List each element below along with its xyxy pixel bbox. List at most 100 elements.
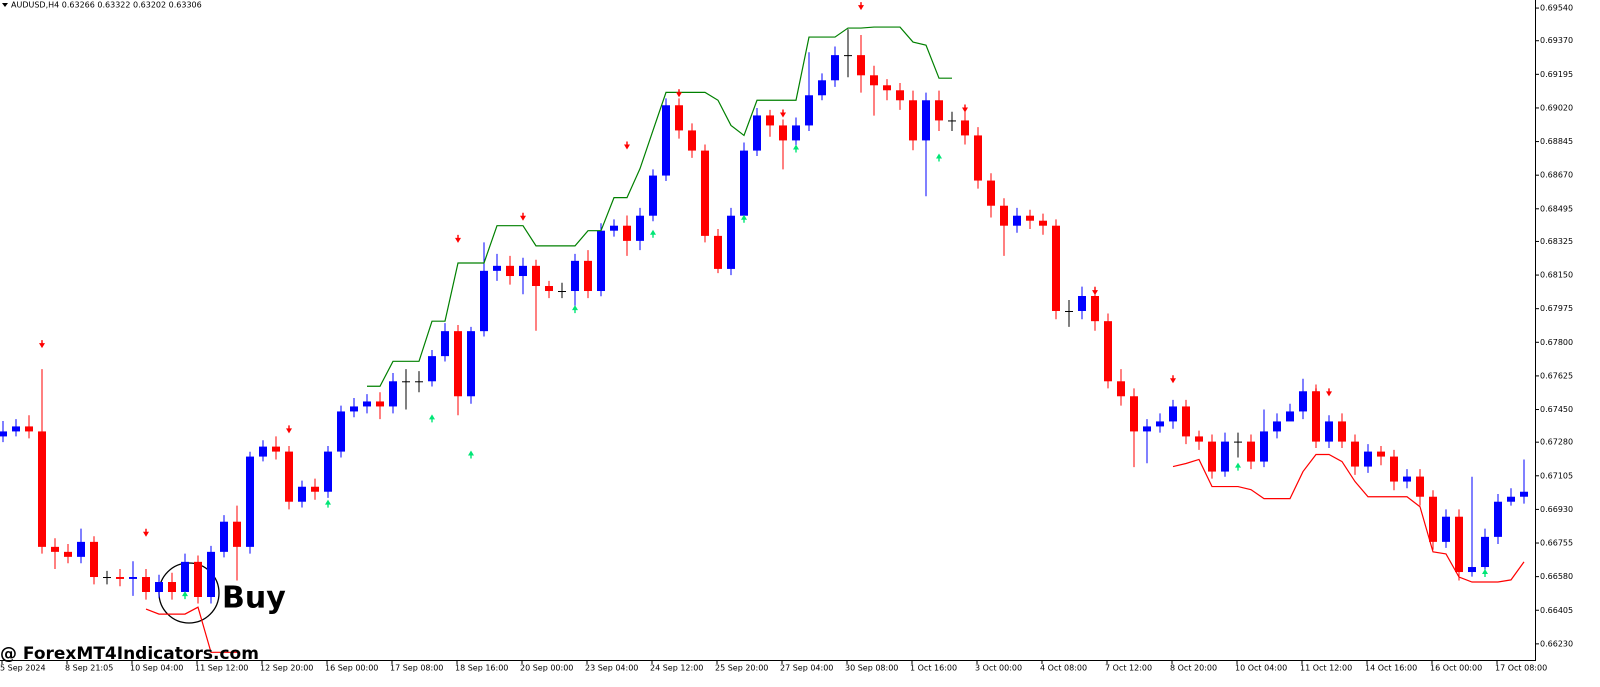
sell-arrow: [780, 109, 786, 118]
candle-body: [1156, 421, 1164, 427]
candle-body: [792, 125, 800, 141]
y-tick-label: 0.66580: [1540, 572, 1573, 581]
candle-body: [987, 180, 995, 206]
candle-body: [1000, 205, 1008, 226]
candle-body: [727, 215, 735, 269]
candle-body: [571, 260, 579, 292]
y-tick-label: 0.66230: [1540, 639, 1573, 648]
x-tick-label: 16 Oct 00:00: [1430, 664, 1482, 673]
candle-body: [675, 105, 683, 131]
candle-body: [896, 90, 904, 101]
candle-body: [597, 230, 605, 292]
candle-body: [168, 582, 176, 593]
x-tick-label: 5 Sep 2024: [0, 664, 46, 673]
y-tick-label: 0.67800: [1540, 338, 1573, 347]
candle-body: [77, 541, 85, 557]
y-tick-label: 0.69540: [1540, 4, 1573, 13]
x-tick-label: 23 Sep 04:00: [585, 664, 638, 673]
buy-arrow: [325, 499, 331, 508]
x-tick-label: 12 Sep 20:00: [260, 664, 313, 673]
candle-body: [129, 577, 137, 579]
candle-body: [1026, 215, 1034, 221]
y-tick-label: 0.67105: [1540, 471, 1573, 480]
candle-body: [1481, 536, 1489, 568]
x-tick-label: 8 Sep 21:05: [65, 664, 113, 673]
sell-arrow: [39, 340, 45, 349]
candle-body: [662, 105, 670, 176]
x-tick-label: 7 Oct 12:00: [1105, 664, 1152, 673]
sell-arrow: [962, 104, 968, 113]
indicator-line: [367, 26, 952, 387]
y-tick-label: 0.67975: [1540, 304, 1573, 313]
candle-body: [64, 551, 72, 557]
candle-body: [1338, 421, 1346, 442]
sell-arrow: [1326, 388, 1332, 397]
candle-body: [324, 451, 332, 492]
candle-body: [1052, 225, 1060, 311]
x-tick-label: 1 Oct 16:00: [910, 664, 957, 673]
y-tick-label: 0.69195: [1540, 70, 1573, 79]
x-tick-label: 8 Oct 20:00: [1170, 664, 1217, 673]
candle-body: [480, 270, 488, 332]
x-tick-label: 20 Sep 00:00: [520, 664, 573, 673]
x-tick-label: 4 Oct 08:00: [1040, 664, 1087, 673]
candle-body: [1429, 496, 1437, 542]
candle-body: [1208, 441, 1216, 472]
candle-body: [493, 265, 501, 271]
candle-body: [623, 225, 631, 241]
y-tick-label: 0.66755: [1540, 539, 1573, 548]
candle-body: [51, 546, 59, 552]
candle-body: [311, 486, 319, 492]
candle-body: [116, 577, 124, 579]
candle-body: [558, 291, 566, 293]
x-tick-label: 17 Oct 08:00: [1495, 664, 1547, 673]
x-tick-label: 14 Oct 16:00: [1365, 664, 1417, 673]
candle-body: [519, 265, 527, 277]
candle-body: [1182, 406, 1190, 437]
candle-body: [766, 115, 774, 126]
candle-body: [402, 381, 410, 383]
x-tick-label: 10 Sep 04:00: [130, 664, 183, 673]
candle-body: [701, 150, 709, 236]
candle-body: [1468, 567, 1476, 573]
candle-body: [1312, 391, 1320, 442]
candle-body: [207, 551, 215, 597]
candle-body: [194, 561, 202, 597]
candle-body: [90, 541, 98, 578]
candle-body: [38, 431, 46, 547]
buy-arrow: [1235, 462, 1241, 471]
candle-body: [1299, 391, 1307, 412]
sell-arrow: [1313, 388, 1319, 397]
candle-body: [1416, 476, 1424, 497]
candle-body: [246, 456, 254, 547]
candle-body: [12, 426, 20, 432]
candle-body: [454, 331, 462, 397]
candle-body: [25, 426, 33, 432]
buy-arrow: [650, 229, 656, 238]
buy-arrow: [936, 153, 942, 162]
candle-body: [857, 55, 865, 76]
candle-body: [0, 431, 7, 437]
buy-arrow: [793, 144, 799, 153]
y-tick-label: 0.68495: [1540, 204, 1573, 213]
candle-body: [688, 130, 696, 151]
candle-body: [1195, 436, 1203, 442]
candle-body: [415, 381, 423, 383]
chart-header: AUDUSD,H4 0.63266 0.63322 0.63202 0.6330…: [11, 1, 202, 10]
x-tick-label: 17 Sep 08:00: [390, 664, 443, 673]
candle-body: [363, 401, 371, 407]
sell-arrow: [1092, 287, 1098, 296]
candle-body: [1143, 426, 1151, 432]
y-tick-label: 0.68150: [1540, 271, 1573, 280]
y-tick-label: 0.69370: [1540, 36, 1573, 45]
y-tick-label: 0.66930: [1540, 505, 1573, 514]
candle-body: [506, 265, 514, 277]
candle-body: [1442, 516, 1450, 542]
buy-arrow: [1482, 568, 1488, 577]
y-tick-label: 0.67625: [1540, 371, 1573, 380]
candle-body: [636, 215, 644, 241]
x-tick-label: 11 Sep 12:00: [195, 664, 248, 673]
header-icon: [2, 3, 8, 7]
